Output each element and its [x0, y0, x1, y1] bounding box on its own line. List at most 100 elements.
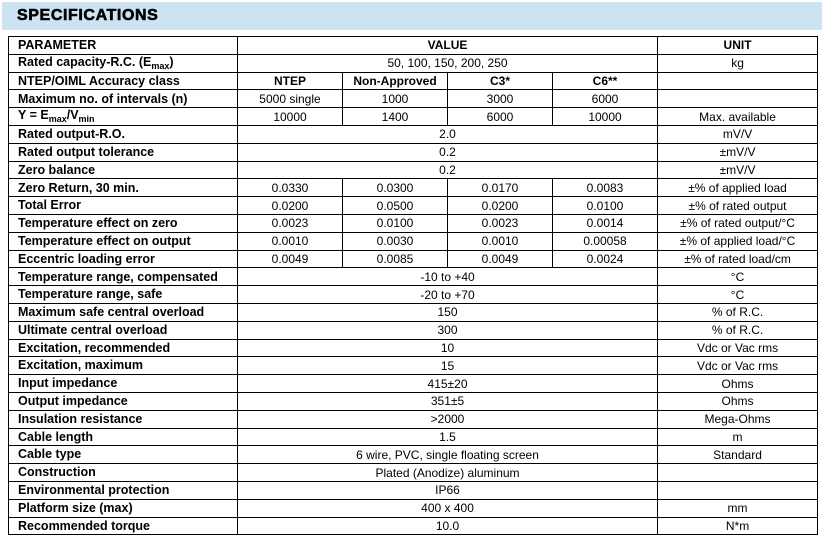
value-cell: 10000 [237, 107, 343, 126]
parameter-cell: Rated capacity-R.C. (Emax) [8, 53, 238, 73]
parameter-cell: Temperature range, compensated [8, 267, 238, 287]
page-title: SPECIFICATIONS [17, 7, 159, 25]
unit-cell [657, 463, 819, 482]
parameter-cell: Temperature effect on output [8, 231, 238, 251]
parameter-cell: Cable type [8, 445, 238, 465]
section-header-bar: SPECIFICATIONS [2, 2, 822, 30]
value-cell: 2.0 [236, 124, 659, 144]
unit-cell: Standard [657, 445, 819, 465]
value-cell: 10.0 [236, 516, 659, 536]
parameter-cell: Temperature effect on zero [8, 213, 238, 233]
value-cell: 3000 [447, 89, 553, 109]
unit-cell [657, 480, 819, 500]
value-cell: 0.0170 [447, 178, 553, 198]
value-cell: IP66 [236, 480, 659, 500]
table-row: Temperature range, compensated -10 to +40… [8, 267, 819, 287]
value-cell: 1.5 [236, 427, 659, 447]
parameter-cell: Excitation, recommended [8, 338, 238, 358]
value-cell: 10 [236, 338, 659, 358]
unit-cell: Vdc or Vac rms [657, 338, 819, 358]
value-cell: 0.0023 [237, 213, 343, 233]
value-cell: 6 wire, PVC, single floating screen [236, 445, 659, 465]
value-cell: >2000 [236, 409, 659, 429]
unit-cell: ±mV/V [657, 160, 819, 180]
value-cell: 0.0200 [447, 196, 553, 215]
value-cell: 0.0010 [237, 231, 343, 251]
unit-cell: kg [657, 53, 819, 73]
parameter-cell: Platform size (max) [8, 498, 238, 518]
table-header-row: PARAMETER VALUE UNIT [8, 36, 819, 55]
unit-cell: mV/V [657, 124, 819, 144]
value-cell: 0.0300 [342, 178, 448, 198]
value-cell: 150 [236, 302, 659, 322]
parameter-cell: Temperature range, safe [8, 285, 238, 304]
value-cell: C3* [447, 71, 553, 91]
parameter-cell: Eccentric loading error [8, 249, 238, 269]
unit-cell [657, 89, 819, 109]
unit-cell: ±mV/V [657, 142, 819, 162]
value-cell: NTEP [237, 71, 343, 91]
value-cell: 15 [236, 356, 659, 376]
unit-cell: ±% of applied load/°C [657, 231, 819, 251]
parameter-cell: Ultimate central overload [8, 320, 238, 340]
unit-cell: ±% of rated output/°C [657, 213, 819, 233]
parameter-cell: Recommended torque [8, 516, 238, 536]
parameter-cell: Insulation resistance [8, 409, 238, 429]
value-cell: 0.00058 [551, 231, 659, 251]
value-cell: 0.2 [236, 142, 659, 162]
table-row: Platform size (max) 400 x 400 mm [8, 498, 819, 518]
value-cell: 0.0024 [551, 249, 659, 269]
table-row: Temperature effect on zero 0.0023 0.0100 0.… [8, 213, 819, 233]
unit-cell: ±% of applied load [657, 178, 819, 198]
value-cell: 0.0085 [342, 249, 448, 269]
value-cell: 0.0023 [447, 213, 553, 233]
header-parameter: PARAMETER [8, 36, 238, 55]
parameter-cell: NTEP/OIML Accuracy class [8, 71, 238, 91]
parameter-cell: Zero Return, 30 min. [8, 178, 238, 198]
header-value: VALUE [236, 36, 659, 55]
parameter-cell: Zero balance [8, 160, 238, 180]
parameter-cell: Total Error [8, 196, 238, 215]
value-cell: 0.0100 [551, 196, 659, 215]
table-row: Maximum no. of intervals (n) 5000 single 1… [8, 89, 819, 109]
parameter-cell: Input impedance [8, 374, 238, 393]
value-cell: 0.0200 [237, 196, 343, 215]
value-cell: 415±20 [236, 374, 659, 393]
value-cell: 400 x 400 [236, 498, 659, 518]
table-row: Maximum safe central overload 150% of R.C… [8, 302, 819, 322]
table-row: NTEP/OIML Accuracy class NTEP Non-Approved… [8, 71, 819, 91]
table-row: Cable length 1.5 m [8, 427, 819, 447]
table-row: Y = Emax/Vmin 10000 1400 6000 10000 Max. avai… [8, 107, 819, 126]
value-cell: 0.0010 [447, 231, 553, 251]
value-cell: -10 to +40 [236, 267, 659, 287]
unit-cell: mm [657, 498, 819, 518]
value-cell: 0.2 [236, 160, 659, 180]
table-row: Recommended torque 10.0 N*m [8, 516, 819, 536]
parameter-cell: Rated output tolerance [8, 142, 238, 162]
value-cell: 300 [236, 320, 659, 340]
specifications-table: PARAMETER VALUE UNIT Rated capacity-R.C.… [8, 36, 819, 536]
table-row: Input impedance 415±20 Ohms [8, 374, 819, 393]
table-row: Zero balance 0.2 ±mV/V [8, 160, 819, 180]
value-cell: 50, 100, 150, 200, 250 [236, 53, 659, 73]
table-row: Construction Plated (Anodize) aluminum [8, 463, 819, 482]
value-cell: 0.0030 [342, 231, 448, 251]
spec-table-body: PARAMETER VALUE UNIT Rated capacity-R.C.… [8, 36, 819, 536]
parameter-cell: Maximum safe central overload [8, 302, 238, 322]
parameter-cell: Excitation, maximum [8, 356, 238, 376]
parameter-cell: Environmental protection [8, 480, 238, 500]
table-row: Excitation, maximum 15 Vdc or Vac rms [8, 356, 819, 376]
value-cell: Non-Approved [342, 71, 448, 91]
table-row: Rated capacity-R.C. (Emax) 50, 100, 150, … [8, 53, 819, 73]
value-cell: Plated (Anodize) aluminum [236, 463, 659, 482]
value-cell: 0.0049 [237, 249, 343, 269]
value-cell: 0.0083 [551, 178, 659, 198]
value-cell: 0.0330 [237, 178, 343, 198]
unit-cell [657, 71, 819, 91]
value-cell: 1000 [342, 89, 448, 109]
value-cell: 351±5 [236, 391, 659, 411]
table-row: Rated output tolerance 0.2 ±mV/V [8, 142, 819, 162]
value-cell: 5000 single [237, 89, 343, 109]
table-row: Ultimate central overload 300% of R.C. [8, 320, 819, 340]
table-row: Cable type 6 wire, PVC, single floating s… [8, 445, 819, 465]
